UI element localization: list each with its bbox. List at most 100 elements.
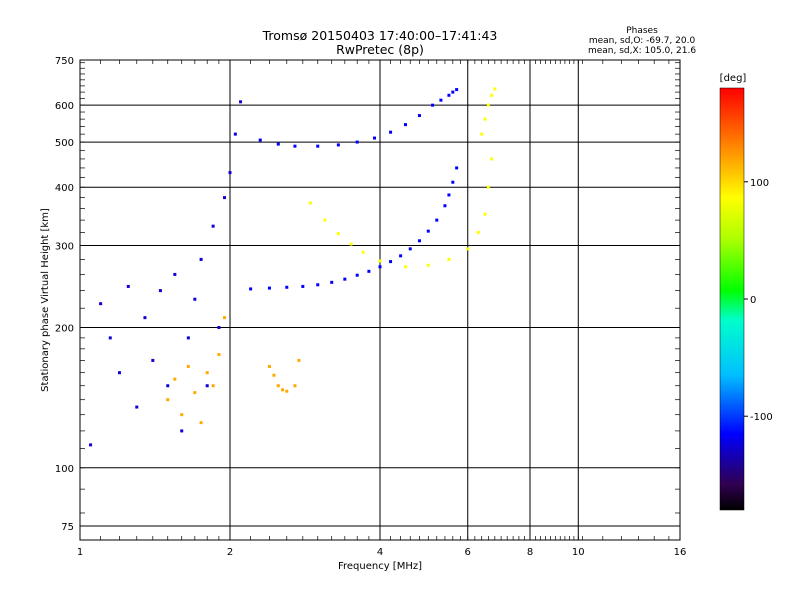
data-point	[267, 286, 271, 290]
data-point	[323, 218, 327, 222]
data-point	[455, 166, 459, 170]
data-point	[361, 250, 365, 254]
data-point	[166, 384, 170, 388]
colorbar-tick-label: 100	[750, 178, 769, 189]
x-tick-label: 10	[572, 547, 585, 558]
data-point	[308, 201, 312, 205]
data-point	[135, 405, 139, 409]
data-point	[233, 132, 237, 136]
data-point	[143, 316, 147, 320]
data-point	[493, 87, 497, 91]
data-point	[466, 247, 470, 251]
data-point	[476, 230, 480, 234]
data-point	[486, 185, 490, 189]
phase-info-x: mean, sd,X: 105.0, 21.6	[588, 46, 696, 56]
data-point	[480, 132, 484, 136]
data-point	[297, 358, 301, 362]
data-point	[211, 384, 215, 388]
data-point	[426, 229, 430, 233]
data-point	[173, 377, 177, 381]
data-point	[166, 398, 170, 402]
x-tick-label: 1	[77, 547, 83, 558]
data-point	[367, 269, 371, 273]
phase-info-o: mean, sd,O: -69.7, 20.0	[589, 36, 696, 46]
data-point	[239, 100, 243, 104]
data-point	[483, 117, 487, 121]
data-point	[173, 272, 177, 276]
data-point	[399, 254, 403, 258]
data-point	[301, 284, 305, 288]
data-point	[455, 88, 459, 92]
colorbar-tick-label: -100	[750, 412, 773, 423]
data-point	[378, 259, 382, 263]
data-point	[249, 287, 253, 291]
data-point	[490, 157, 494, 161]
data-point	[117, 371, 121, 375]
colorbar-ticks: 100 0 -100	[744, 178, 773, 423]
data-point	[330, 280, 334, 284]
data-point	[378, 265, 382, 269]
data-point	[199, 257, 203, 261]
data-point	[451, 180, 455, 184]
data-point	[223, 316, 227, 320]
data-point	[336, 143, 340, 147]
data-point	[408, 247, 412, 251]
y-tick-label: 300	[55, 241, 74, 252]
data-point	[403, 265, 407, 269]
data-point	[193, 391, 197, 395]
data-point	[228, 171, 232, 175]
data-point	[389, 260, 393, 264]
data-point	[158, 289, 162, 293]
y-tick-label: 750	[55, 56, 74, 67]
data-point	[186, 336, 190, 340]
x-tick-label: 4	[377, 547, 383, 558]
data-point	[389, 130, 393, 134]
x-tick-label: 2	[227, 547, 233, 558]
data-point	[151, 358, 155, 362]
data-point	[281, 388, 285, 392]
data-point	[336, 232, 340, 236]
data-point	[285, 389, 289, 393]
data-point	[316, 144, 320, 148]
colorbar	[719, 87, 745, 511]
data-point	[205, 371, 209, 375]
x-tick-label: 6	[465, 547, 471, 558]
data-point	[443, 204, 447, 208]
colorbar-label: [deg]	[720, 73, 747, 84]
data-point	[417, 114, 421, 118]
data-point	[373, 136, 377, 140]
data-point	[180, 413, 184, 417]
y-tick-label: 100	[55, 464, 74, 475]
data-point	[435, 218, 439, 222]
data-point	[193, 297, 197, 301]
data-point	[217, 353, 221, 357]
data-point	[199, 421, 203, 425]
data-point	[439, 98, 443, 102]
data-point	[355, 273, 359, 277]
data-point	[349, 242, 353, 246]
data-point	[285, 285, 289, 289]
data-point	[490, 93, 494, 97]
data-point	[205, 384, 209, 388]
data-point	[293, 144, 297, 148]
data-point	[293, 384, 297, 388]
grid	[79, 59, 681, 540]
chart-title: Tromsø 20150403 17:40:00–17:41:43	[262, 28, 498, 43]
data-point	[355, 140, 359, 144]
data-point	[223, 196, 227, 200]
data-point	[316, 283, 320, 287]
data-points	[89, 87, 497, 447]
colorbar-tick-label: 0	[750, 295, 756, 306]
y-tick-label: 75	[61, 522, 74, 533]
data-point	[486, 103, 490, 107]
data-point	[447, 257, 451, 261]
data-point	[180, 429, 184, 433]
data-point	[403, 123, 407, 127]
data-point	[89, 443, 93, 447]
y-tick-label: 600	[55, 101, 74, 112]
data-point	[126, 284, 130, 288]
data-point	[258, 138, 262, 142]
x-tick-label: 8	[527, 547, 533, 558]
data-point	[186, 364, 190, 368]
